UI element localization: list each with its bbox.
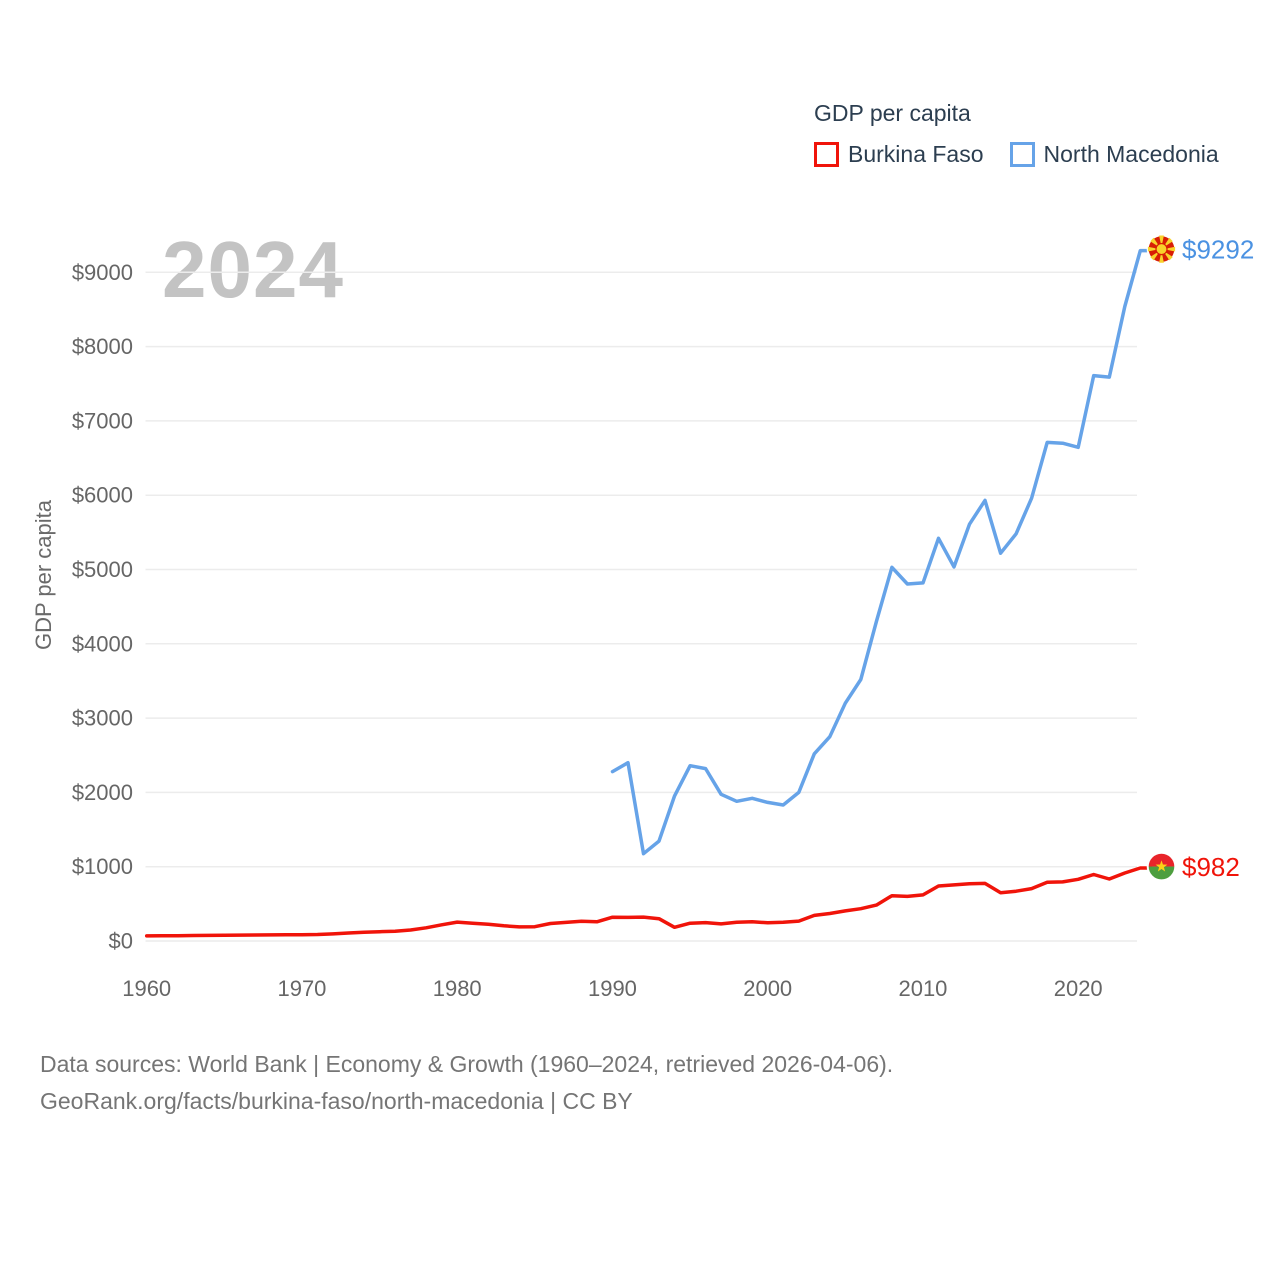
y-tick-label: $6000	[72, 483, 133, 508]
end-value-label-burkina-faso: $982	[1182, 852, 1240, 882]
y-tick-label: $7000	[72, 408, 133, 433]
legend-label-burkina-faso: Burkina Faso	[848, 141, 984, 167]
legend-item-north-macedonia[interactable]: North Macedonia	[1009, 141, 1219, 168]
x-tick-label: 2010	[898, 976, 947, 1001]
flag-burkina-faso-icon	[1146, 851, 1177, 882]
source-note-line2: GeoRank.org/facts/burkina-faso/north-mac…	[40, 1088, 633, 1114]
source-note: Data sources: World Bank | Economy & Gro…	[40, 1046, 893, 1120]
y-tick-label: $8000	[72, 334, 133, 359]
line-burkina-faso	[144, 866, 1153, 938]
legend-swatch-burkina-faso	[814, 142, 839, 167]
y-tick-label: $9000	[72, 260, 133, 285]
y-tick-label: $2000	[72, 780, 133, 805]
y-tick-label: $5000	[72, 557, 133, 582]
line-north-macedonia	[610, 248, 1153, 856]
x-tick-label: 1990	[588, 976, 637, 1001]
legend-item-burkina-faso[interactable]: Burkina Faso	[814, 141, 984, 168]
legend-swatch-north-macedonia	[1009, 142, 1035, 167]
legend-title: GDP per capita	[814, 100, 971, 126]
x-tick-label: 2000	[743, 976, 792, 1001]
year-watermark: 2024	[162, 225, 344, 314]
legend-label-north-macedonia: North Macedonia	[1043, 141, 1219, 167]
y-tick-label: $0	[109, 929, 133, 954]
source-note-line1: Data sources: World Bank | Economy & Gro…	[40, 1051, 894, 1077]
y-tick-label: $1000	[72, 854, 133, 879]
x-tick-label: 1960	[122, 976, 171, 1001]
legend-items: Burkina Faso North Macedonia	[814, 141, 1219, 168]
legend: GDP per capita Burkina Faso North Macedo…	[814, 100, 1219, 168]
x-tick-label: 1970	[277, 976, 326, 1001]
x-tick-label: 2020	[1054, 976, 1103, 1001]
flag-north-macedonia-icon	[1146, 234, 1177, 264]
y-tick-label: $3000	[72, 706, 133, 731]
end-value-label-north-macedonia: $9292	[1182, 235, 1254, 265]
x-tick-label: 1980	[433, 976, 482, 1001]
y-tick-label: $4000	[72, 631, 133, 656]
